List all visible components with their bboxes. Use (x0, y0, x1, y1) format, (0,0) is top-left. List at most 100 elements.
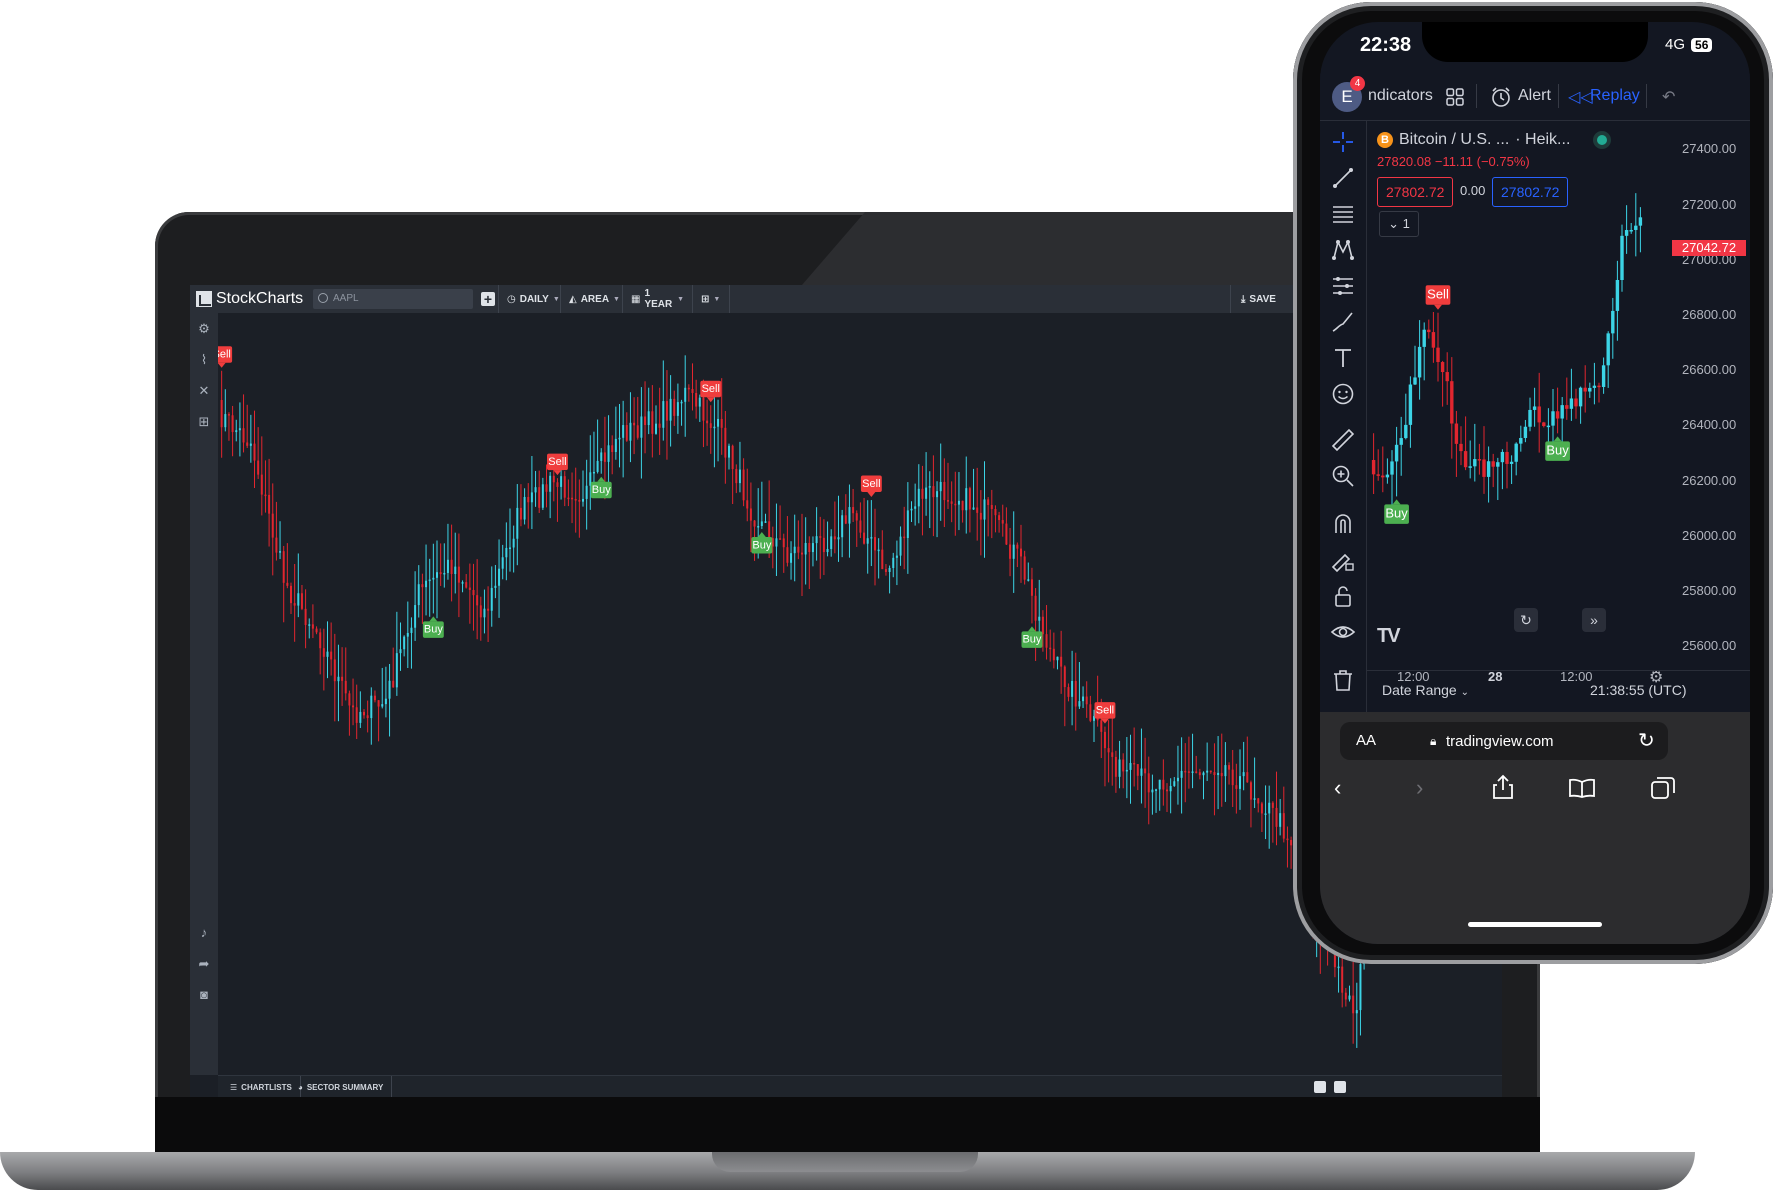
reader-mode-button[interactable]: AA (1356, 732, 1377, 749)
candle (1093, 709, 1095, 743)
candle (582, 470, 584, 507)
camera-icon[interactable]: ◙ (200, 987, 208, 1002)
candle (903, 506, 906, 570)
save-button[interactable]: ⤓ SAVE (1230, 285, 1286, 313)
sector-summary-tab[interactable]: ◕ SECTOR SUMMARY (290, 1076, 393, 1097)
candle (1514, 442, 1518, 476)
candle (676, 383, 679, 434)
candle (1129, 734, 1132, 804)
candle (837, 495, 840, 562)
indicators-button[interactable]: ndicators (1368, 87, 1433, 104)
candle (928, 471, 931, 529)
avatar[interactable]: E (1332, 82, 1362, 112)
templates-icon[interactable] (1446, 88, 1464, 106)
share-icon[interactable]: ➦ (198, 956, 210, 971)
symbol-search-input[interactable]: AAPL (313, 289, 473, 309)
candle (1257, 797, 1260, 813)
magnet-icon[interactable] (1330, 511, 1356, 537)
candle (622, 400, 625, 478)
symbol-header[interactable]: B Bitcoin / U.S. ... · Heik... (1377, 131, 1570, 149)
bookmarks-icon[interactable] (1568, 778, 1596, 798)
candle (275, 501, 278, 561)
layout-dropdown[interactable]: ⊞ ▼ (692, 285, 730, 313)
zoom-in-icon[interactable] (1330, 463, 1356, 489)
candle (1583, 365, 1587, 413)
candle (1394, 426, 1399, 497)
interval-button[interactable]: ⌄ 1 (1379, 211, 1419, 237)
date-range-button[interactable]: Date Range ⌄ (1382, 682, 1469, 698)
candle (863, 497, 866, 545)
url-domain[interactable]: tradingview.com (1446, 733, 1554, 750)
interval-value: 1 (1402, 216, 1410, 231)
indicator-icon[interactable]: ⌇ (200, 352, 208, 367)
tabs-icon[interactable] (1651, 777, 1675, 799)
prediction-icon[interactable] (1330, 273, 1356, 299)
y-axis-label: 26800.00 (1682, 307, 1737, 322)
text-icon[interactable] (1330, 345, 1356, 371)
crosshair-icon[interactable] (1330, 129, 1356, 155)
sell-signal: Sell (700, 380, 722, 403)
add-button[interactable]: + (481, 292, 495, 306)
lock-drawings-icon[interactable] (1330, 547, 1356, 573)
fullscreen-icon[interactable] (1334, 1081, 1346, 1093)
reset-icon[interactable]: ↻ (1514, 608, 1538, 632)
replay-button[interactable]: Replay (1590, 87, 1640, 104)
chevron-down-icon: ⌄ (1460, 687, 1469, 698)
chart-settings-icon[interactable]: ⚙ (1649, 669, 1664, 686)
sell-price-button[interactable]: 27802.72 (1377, 177, 1454, 207)
svg-text:Buy: Buy (752, 539, 771, 551)
share-icon[interactable] (1491, 774, 1515, 800)
chart-type-dropdown[interactable]: ◭ AREA ▼ (560, 285, 622, 313)
brush-icon[interactable] (1330, 309, 1356, 335)
candle (567, 479, 570, 507)
trash-icon[interactable] (1330, 667, 1356, 693)
emoji-icon[interactable] (1330, 381, 1356, 407)
tools-icon[interactable]: ✕ (198, 383, 210, 398)
settings-icon[interactable]: ⚙ (198, 321, 210, 336)
chartlists-tab[interactable]: ☰ CHARTLISTS (222, 1076, 301, 1097)
eye-icon[interactable] (1330, 619, 1356, 645)
candle (1158, 779, 1161, 811)
candle (855, 510, 858, 547)
y-axis-label: 26200.00 (1682, 473, 1737, 488)
period-dropdown[interactable]: ◷ DAILY ▼ (498, 285, 560, 313)
stockcharts-logo[interactable]: StockCharts (196, 288, 303, 310)
pattern-icon[interactable] (1330, 237, 1356, 263)
unlock-icon[interactable] (1330, 583, 1356, 609)
candle (1491, 453, 1495, 488)
candle (614, 406, 617, 460)
bell-icon[interactable]: ♪ (200, 925, 208, 940)
candle (906, 482, 909, 574)
back-icon[interactable]: ‹ (1334, 775, 1342, 800)
candle (1615, 260, 1620, 341)
candle (1202, 771, 1205, 800)
replay-icon[interactable]: ◁◁ (1568, 89, 1593, 106)
forward-icon[interactable]: › (1416, 775, 1424, 800)
scroll-to-latest-icon[interactable]: » (1582, 608, 1606, 632)
undo-icon[interactable]: ↶ (1662, 89, 1676, 106)
layout-icon[interactable]: ⊞ (198, 414, 210, 429)
candle (1206, 742, 1209, 781)
range-dropdown[interactable]: ▦ 1 YEAR ▼ (622, 285, 692, 313)
candle (392, 647, 395, 688)
reload-icon[interactable]: ↻ (1638, 730, 1655, 752)
candle (381, 667, 384, 709)
candle (888, 565, 891, 594)
tradingview-candlestick-chart[interactable]: Sell Buy Buy (1367, 121, 1750, 681)
candle (1505, 441, 1509, 489)
candle (1082, 686, 1085, 709)
candle (436, 540, 438, 619)
buy-price-button[interactable]: 27802.72 (1492, 177, 1569, 207)
phone-screen: 22:38 4G 56 E 4 ndicators Alert ◁◁ Repla… (1320, 22, 1750, 944)
fib-icon[interactable] (1330, 201, 1356, 227)
alarm-icon[interactable] (1490, 86, 1512, 108)
candle (1528, 397, 1532, 432)
trendline-icon[interactable] (1330, 165, 1356, 191)
ruler-icon[interactable] (1330, 427, 1356, 453)
address-bar[interactable] (1340, 722, 1668, 760)
candle (1390, 450, 1394, 509)
y-axis-label: 25800.00 (1682, 583, 1737, 598)
collapse-icon[interactable] (1314, 1081, 1326, 1093)
candle (1486, 446, 1491, 503)
alert-button[interactable]: Alert (1518, 87, 1551, 104)
